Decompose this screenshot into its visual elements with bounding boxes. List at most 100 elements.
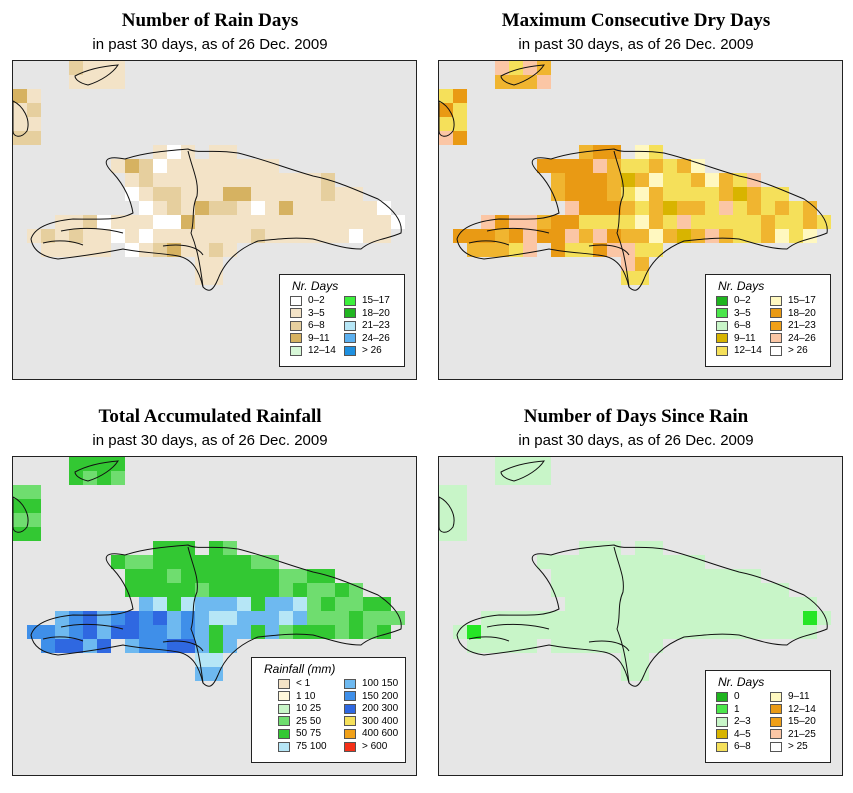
grid-cell xyxy=(27,117,41,131)
grid-cell xyxy=(181,187,195,201)
grid-cell xyxy=(495,457,509,471)
grid-cell xyxy=(523,229,537,243)
legend-item: 18–20 xyxy=(770,308,816,319)
grid-cell xyxy=(761,625,775,639)
legend-title: Rainfall (mm) xyxy=(264,662,336,676)
grid-cell xyxy=(635,541,649,555)
grid-cell xyxy=(663,187,677,201)
legend-item: 0–2 xyxy=(716,295,751,306)
grid-cell xyxy=(69,243,83,257)
grid-cell xyxy=(537,555,551,569)
grid-cell xyxy=(349,215,363,229)
grid-cell xyxy=(775,201,789,215)
grid-cell xyxy=(551,555,565,569)
grid-cell xyxy=(649,569,663,583)
grid-cell xyxy=(363,611,377,625)
coastline xyxy=(30,544,402,687)
grid-cell xyxy=(551,625,565,639)
grid-cell xyxy=(593,625,607,639)
grid-cell xyxy=(775,597,789,611)
grid-cell xyxy=(321,583,335,597)
grid-cell xyxy=(209,173,223,187)
grid-cell xyxy=(139,569,153,583)
grid-cell xyxy=(607,201,621,215)
map-legend: Nr. Days 0–2 3–5 6–8 9–11 12–14 15–17 18–20 21–… xyxy=(705,274,831,367)
grid-cell xyxy=(439,103,453,117)
grid-cell xyxy=(579,583,593,597)
legend-item: 400 600 xyxy=(344,728,398,739)
grid-cell xyxy=(509,611,523,625)
grid-cell xyxy=(27,103,41,117)
grid-cell xyxy=(677,229,691,243)
grid-cell xyxy=(509,457,523,471)
grid-cell xyxy=(677,555,691,569)
grid-cell xyxy=(265,201,279,215)
grid-cell xyxy=(509,625,523,639)
grid-cell xyxy=(747,215,761,229)
grid-cell xyxy=(509,243,523,257)
grid-cell xyxy=(761,187,775,201)
grid-cell xyxy=(279,201,293,215)
grid-cell xyxy=(391,611,405,625)
grid-cell xyxy=(607,639,621,653)
grid-cell xyxy=(307,215,321,229)
grid-cell xyxy=(153,597,167,611)
grid-cell xyxy=(495,243,509,257)
grid-cell xyxy=(223,187,237,201)
grid-cell xyxy=(55,215,69,229)
legend-swatch xyxy=(290,345,302,356)
grid-cell xyxy=(223,243,237,257)
legend-item: 24–26 xyxy=(770,333,816,344)
grid-cell xyxy=(181,173,195,187)
grid-cell xyxy=(209,159,223,173)
legend-swatch xyxy=(344,320,356,331)
grid-cell xyxy=(621,625,635,639)
grid-cell xyxy=(237,187,251,201)
grid-cell xyxy=(181,243,195,257)
grid-cell xyxy=(321,611,335,625)
grid-cell xyxy=(439,117,453,131)
grid-cell xyxy=(551,159,565,173)
grid-cell xyxy=(195,159,209,173)
grid-cell xyxy=(691,159,705,173)
grid-cell xyxy=(663,215,677,229)
grid-cell xyxy=(335,215,349,229)
legend-item: 1 10 xyxy=(278,691,315,702)
accumulated-rainfall-panel: Total Accumulated Rainfall in past 30 da… xyxy=(0,396,420,786)
grid-cell xyxy=(321,229,335,243)
grid-cell xyxy=(377,625,391,639)
legend-label: 25 50 xyxy=(296,715,322,727)
grid-cell xyxy=(167,201,181,215)
grid-cell xyxy=(705,569,719,583)
grid-cell xyxy=(565,243,579,257)
legend-label: 24–26 xyxy=(362,332,390,344)
grid-cell xyxy=(363,625,377,639)
grid-cell xyxy=(181,555,195,569)
grid-cell xyxy=(663,173,677,187)
map-legend: Nr. Days 0–2 3–5 6–8 9–11 12–14 15–17 18–20 21–… xyxy=(279,274,405,367)
grid-cell xyxy=(293,583,307,597)
grid-cell xyxy=(593,187,607,201)
grid-cell xyxy=(621,159,635,173)
grid-cell xyxy=(265,569,279,583)
grid-cell xyxy=(495,61,509,75)
grid-cell xyxy=(167,583,181,597)
grid-cell xyxy=(265,173,279,187)
grid-cell xyxy=(153,243,167,257)
grid-cell xyxy=(153,583,167,597)
grid-cell xyxy=(209,243,223,257)
grid-cell xyxy=(209,639,223,653)
grid-cell xyxy=(481,229,495,243)
grid-cell xyxy=(621,653,635,667)
legend-label: 6–8 xyxy=(734,741,751,752)
grid-cell xyxy=(593,201,607,215)
legend-swatch xyxy=(716,295,728,306)
grid-cell xyxy=(265,625,279,639)
grid-cell xyxy=(579,555,593,569)
grid-cell xyxy=(265,611,279,625)
grid-cell xyxy=(167,555,181,569)
legend-item: 1 xyxy=(716,704,740,715)
map-frame: Nr. Days 0–2 3–5 6–8 9–11 12–14 15–17 18–20 21–… xyxy=(438,60,843,380)
grid-cell xyxy=(83,611,97,625)
coastline xyxy=(42,623,204,652)
